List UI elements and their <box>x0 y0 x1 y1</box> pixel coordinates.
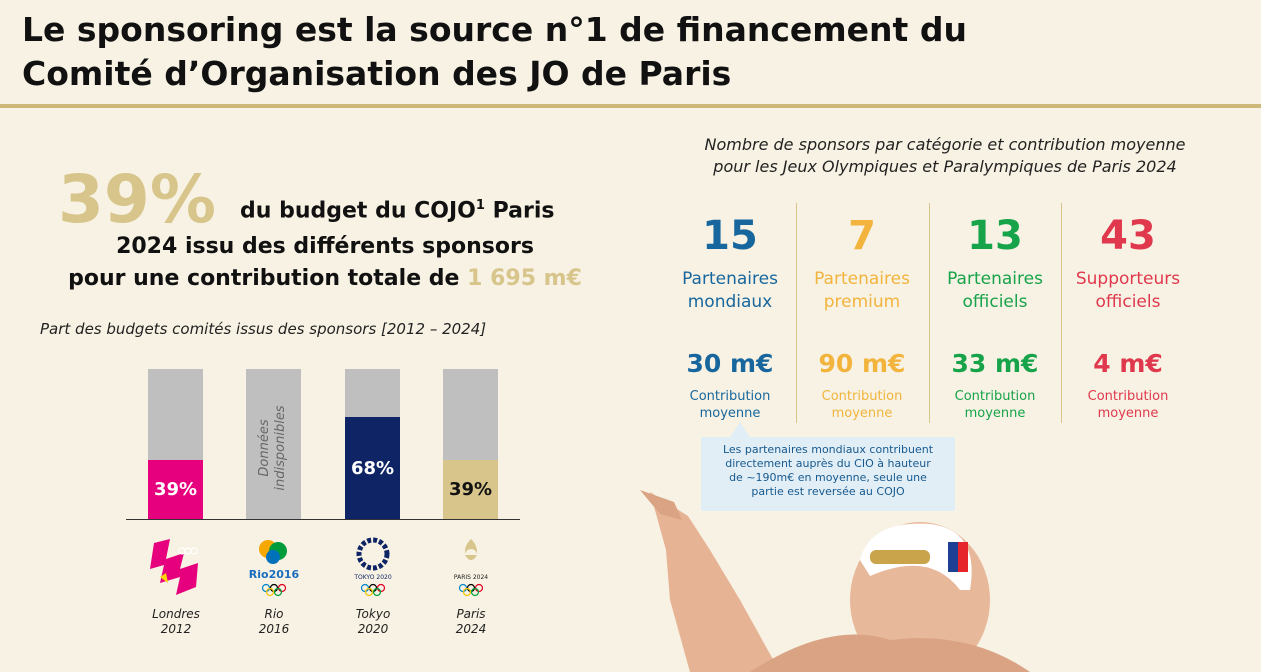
category-label-line-1: Partenaires <box>682 269 778 289</box>
category-count: 43 <box>1100 213 1156 259</box>
city-paris-name: Paris <box>456 607 486 621</box>
city-tokyo-year: 2020 <box>357 622 389 636</box>
category-count: 7 <box>848 213 876 259</box>
column-separator <box>1061 203 1062 423</box>
title-line-1: Le sponsoring est la source n°1 de finan… <box>22 10 967 49</box>
headline-total-amount: 1 695 m€ <box>467 266 582 291</box>
note-line-1: Les partenaires mondiaux contribuent <box>722 443 934 456</box>
category-contribution-label: Contribution moyenne <box>1063 388 1193 422</box>
headline-line-3: pour une contribution totale de 1 695 m€ <box>0 266 650 291</box>
category-worldwide-partners: 15 Partenaires mondiaux 30 m€ Contributio… <box>665 205 795 423</box>
title-bar: Le sponsoring est la source n°1 de finan… <box>0 0 1261 108</box>
page-title: Le sponsoring est la source n°1 de finan… <box>22 8 967 96</box>
category-contribution-label: Contribution moyenne <box>665 388 795 422</box>
bar-chart-title: Part des budgets comités issus des spons… <box>40 320 487 338</box>
category-amount: 90 m€ <box>818 349 906 378</box>
contribution-line-2: moyenne <box>964 406 1026 421</box>
paris-2024-logo: PARIS 2024 <box>454 539 488 597</box>
headline-line-1: du budget du COJO1 Paris <box>240 198 554 223</box>
sponsors-title-line-2: pour les Jeux Olympiques et Paralympique… <box>713 157 1177 176</box>
contribution-line-1: Contribution <box>954 389 1036 404</box>
contribution-line-2: moyenne <box>1097 406 1159 421</box>
city-rio-year: 2016 <box>258 622 290 636</box>
category-count: 15 <box>702 213 758 259</box>
london-2012-logo <box>150 539 198 595</box>
headline-line-2: 2024 issu des différents sponsors <box>116 234 534 259</box>
category-label-line-2: mondiaux <box>687 292 773 312</box>
note-line-4: partie est reversée au COJO <box>751 485 905 498</box>
bar-paris-label: 39% <box>448 479 493 500</box>
city-tokyo: Tokyo 2020 <box>333 607 413 637</box>
city-tokyo-name: Tokyo <box>355 607 391 621</box>
city-rio: Rio 2016 <box>234 607 314 637</box>
swimmer-photo <box>640 490 1030 672</box>
category-amount: 33 m€ <box>951 349 1039 378</box>
city-rio-name: Rio <box>264 607 284 621</box>
category-official-partners: 13 Partenaires officiels 33 m€ Contributi… <box>930 205 1060 423</box>
city-london-year: 2012 <box>160 622 192 636</box>
column-separator <box>929 203 930 423</box>
column-separator <box>796 203 797 423</box>
bar-rio-track <box>246 369 301 519</box>
category-label-line-1: Partenaires <box>814 269 910 289</box>
bar-tokyo: 68% <box>345 417 400 519</box>
contribution-line-1: Contribution <box>1087 389 1169 404</box>
city-paris: Paris 2024 <box>431 607 511 637</box>
worldwide-partners-note: Les partenaires mondiaux contribuent dir… <box>701 437 955 511</box>
note-pointer <box>730 422 750 437</box>
bar-paris: 39% <box>443 460 498 519</box>
category-label-line-2: officiels <box>1095 292 1161 312</box>
sponsors-title: Nombre de sponsors par catégorie et cont… <box>640 134 1250 178</box>
bar-london-track: 39% <box>148 369 203 519</box>
category-label-line-2: premium <box>823 292 901 312</box>
category-label: Partenaires premium <box>797 268 927 314</box>
no-data-label: Données indisponibles <box>257 405 288 491</box>
chart-baseline <box>126 519 520 520</box>
category-label: Partenaires mondiaux <box>665 268 795 314</box>
contribution-line-1: Contribution <box>689 389 771 404</box>
city-london: Londres 2012 <box>136 607 216 637</box>
city-london-name: Londres <box>152 607 200 621</box>
footnote-marker: 1 <box>475 198 485 213</box>
category-premium-partners: 7 Partenaires premium 90 m€ Contribution m… <box>797 205 927 423</box>
category-label: Partenaires officiels <box>930 268 1060 314</box>
category-contribution-label: Contribution moyenne <box>930 388 1060 422</box>
category-amount: 30 m€ <box>686 349 774 378</box>
bar-tokyo-track: 68% <box>345 369 400 519</box>
bar-tokyo-label: 68% <box>350 457 395 479</box>
contribution-line-1: Contribution <box>821 389 903 404</box>
category-count: 13 <box>967 213 1023 259</box>
contribution-line-2: moyenne <box>699 406 761 421</box>
headline-line-1-end: Paris <box>484 198 555 224</box>
headline-line-3-prefix: pour une contribution totale de <box>68 266 468 291</box>
rio-2016-logo: Rio2016 <box>249 540 300 597</box>
category-label-line-2: officiels <box>962 292 1028 312</box>
tokyo-2020-logo-text: TOKYO 2020 <box>353 574 392 581</box>
bar-london: 39% <box>148 460 203 519</box>
category-contribution-label: Contribution moyenne <box>797 388 927 422</box>
tokyo-2020-logo: TOKYO 2020 <box>353 537 392 597</box>
category-label-line-1: Partenaires <box>947 269 1043 289</box>
contribution-line-2: moyenne <box>831 406 893 421</box>
category-label: Supporteurs officiels <box>1063 268 1193 314</box>
title-line-2: Comité d’Organisation des JO de Paris <box>22 54 732 93</box>
note-line-2: directement auprès du CIO à hauteur <box>725 457 931 470</box>
category-amount: 4 m€ <box>1093 349 1163 378</box>
headline-line-1-text: du budget du COJO <box>240 198 476 224</box>
sponsors-title-line-1: Nombre de sponsors par catégorie et cont… <box>704 135 1186 154</box>
category-official-supporters: 43 Supporteurs officiels 4 m€ Contributio… <box>1063 205 1193 423</box>
city-paris-year: 2024 <box>455 622 487 636</box>
rio-2016-logo-text: Rio2016 <box>249 568 300 581</box>
paris-2024-logo-text: PARIS 2024 <box>454 574 488 581</box>
bar-london-label: 39% <box>153 479 198 500</box>
headline-percentage: 39% <box>58 161 216 238</box>
category-label-line-1: Supporteurs <box>1075 269 1181 289</box>
note-line-3: de ~190m€ en moyenne, seule une <box>729 471 927 484</box>
bar-paris-track: 39% <box>443 369 498 519</box>
